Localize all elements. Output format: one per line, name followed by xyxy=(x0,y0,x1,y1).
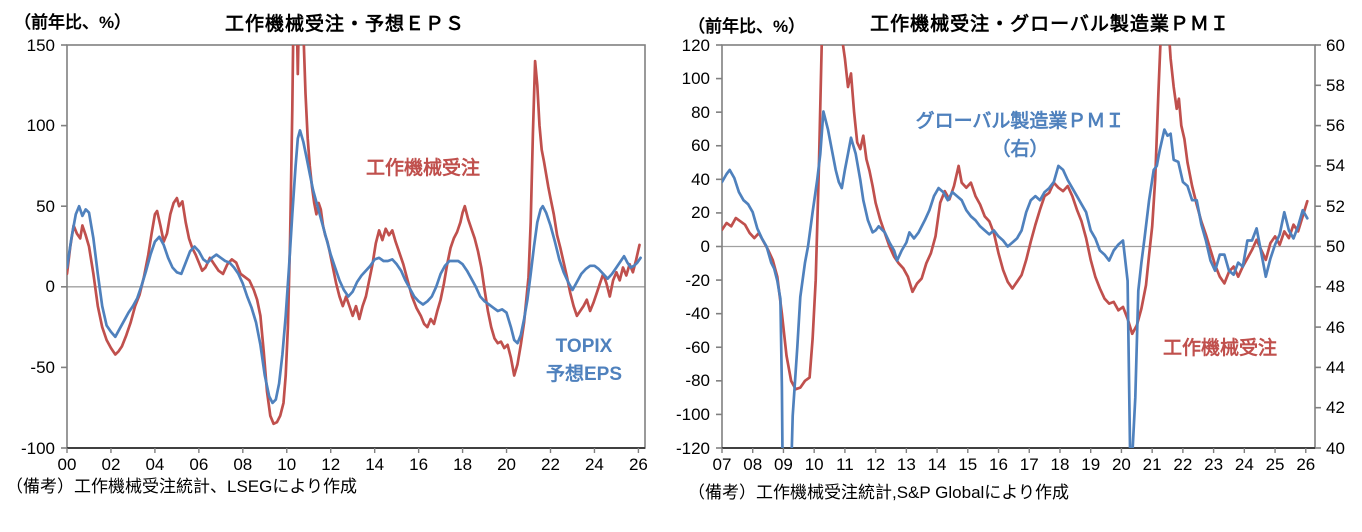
y-left-tick-label: -120 xyxy=(675,438,710,458)
y-left-tick-label: 100 xyxy=(681,69,710,89)
x-tick-label: 08 xyxy=(233,455,253,474)
left-chart-blue-series-label: TOPIX 予想EPS xyxy=(528,333,640,388)
y-left-tick-label: 40 xyxy=(691,169,710,189)
y-right-tick-label: 40 xyxy=(1326,438,1345,458)
x-tick-label: 15 xyxy=(958,455,978,474)
y-left-tick-label: -40 xyxy=(685,304,710,324)
x-tick-label: 20 xyxy=(1111,455,1131,474)
y-right-tick-label: 46 xyxy=(1326,317,1345,337)
left-chart-title: 工作機械受注・予想ＥＰＳ xyxy=(224,14,465,35)
left-chart-blue-series-label-line2: 予想EPS xyxy=(545,363,623,385)
x-tick-label: 11 xyxy=(836,455,854,474)
x-tick-label: 12 xyxy=(866,455,886,474)
y-left-tick-label: 0 xyxy=(45,277,55,297)
y-left-tick-label: 50 xyxy=(36,196,55,216)
right-chart-unit-label: （前年比、%） xyxy=(688,17,806,36)
right-chart-blue-series-label-line2: （右） xyxy=(991,138,1049,160)
y-left-tick-label: 150 xyxy=(26,35,55,55)
x-tick-label: 08 xyxy=(743,455,763,474)
x-tick-label: 10 xyxy=(277,455,297,474)
right-chart-blue-series-label: グローバル製造業ＰＭＩ （右） xyxy=(900,108,1140,163)
y-right-tick-label: 48 xyxy=(1326,277,1345,297)
x-tick-label: 09 xyxy=(773,455,793,474)
x-tick-label: 25 xyxy=(1265,455,1285,474)
x-tick-label: 22 xyxy=(541,455,560,474)
y-right-tick-label: 42 xyxy=(1326,398,1345,418)
y-right-tick-label: 60 xyxy=(1326,35,1345,55)
series-line-red xyxy=(722,45,1309,391)
y-left-tick-label: 20 xyxy=(691,203,710,223)
x-tick-label: 24 xyxy=(1234,455,1254,474)
y-left-tick-label: -100 xyxy=(20,438,55,458)
x-tick-label: 16 xyxy=(409,455,429,474)
y-left-tick-label: -50 xyxy=(30,357,55,377)
y-right-tick-label: 50 xyxy=(1326,237,1345,256)
x-tick-label: 20 xyxy=(497,455,516,474)
y-right-tick-label: 58 xyxy=(1326,75,1345,95)
right-chart-red-series-label: 工作機械受注 xyxy=(1163,338,1278,359)
series-line-red xyxy=(67,45,641,426)
x-tick-label: 14 xyxy=(365,455,385,474)
x-tick-label: 24 xyxy=(584,455,604,474)
x-tick-label: 13 xyxy=(896,455,916,474)
x-tick-label: 22 xyxy=(1173,455,1193,474)
y-left-tick-label: -100 xyxy=(675,404,710,424)
y-left-tick-label: 80 xyxy=(691,102,710,122)
x-tick-label: 23 xyxy=(1204,455,1224,474)
left-chart-source-note: （備考）工作機械受注統計、LSEGにより作成 xyxy=(6,477,358,496)
y-right-tick-label: 52 xyxy=(1326,196,1345,216)
y-right-tick-label: 56 xyxy=(1326,116,1345,136)
right-chart-blue-series-label-line1: グローバル製造業ＰＭＩ xyxy=(915,111,1125,132)
x-tick-label: 07 xyxy=(712,455,732,474)
right-chart-source-note: （備考）工作機械受注統計,S&P Globalにより作成 xyxy=(688,483,1069,502)
right-chart-title: 工作機械受注・グローバル製造業ＰＭＩ xyxy=(870,14,1230,35)
x-tick-label: 02 xyxy=(101,455,121,474)
x-tick-label: 21 xyxy=(1142,455,1162,474)
x-tick-label: 12 xyxy=(321,455,341,474)
left-chart-unit-label: （前年比、%） xyxy=(14,13,132,32)
x-tick-label: 14 xyxy=(927,455,947,474)
x-tick-label: 26 xyxy=(628,455,648,474)
x-tick-label: 26 xyxy=(1296,455,1316,474)
x-tick-label: 04 xyxy=(145,455,165,474)
left-chart-red-series-label: 工作機械受注 xyxy=(366,158,481,179)
x-tick-label: 06 xyxy=(189,455,209,474)
y-left-tick-label: 120 xyxy=(681,35,710,55)
x-tick-label: 10 xyxy=(804,455,824,474)
series-line-blue xyxy=(67,129,642,405)
y-left-tick-label: 0 xyxy=(700,237,710,256)
y-left-tick-label: 60 xyxy=(691,136,710,156)
x-tick-label: 18 xyxy=(1050,455,1070,474)
y-right-tick-label: 44 xyxy=(1326,357,1345,377)
x-tick-label: 18 xyxy=(453,455,473,474)
y-left-tick-label: -60 xyxy=(685,337,710,357)
x-tick-label: 00 xyxy=(57,455,77,474)
x-tick-label: 19 xyxy=(1081,455,1101,474)
left-chart-blue-series-label-line1: TOPIX xyxy=(555,336,613,357)
y-left-tick-label: -80 xyxy=(685,371,710,391)
x-tick-label: 17 xyxy=(1019,455,1039,474)
series-line-blue xyxy=(722,110,1309,448)
y-left-tick-label: -20 xyxy=(685,270,710,290)
x-tick-label: 16 xyxy=(989,455,1008,474)
y-right-tick-label: 54 xyxy=(1326,156,1345,176)
y-left-tick-label: 100 xyxy=(26,116,55,136)
